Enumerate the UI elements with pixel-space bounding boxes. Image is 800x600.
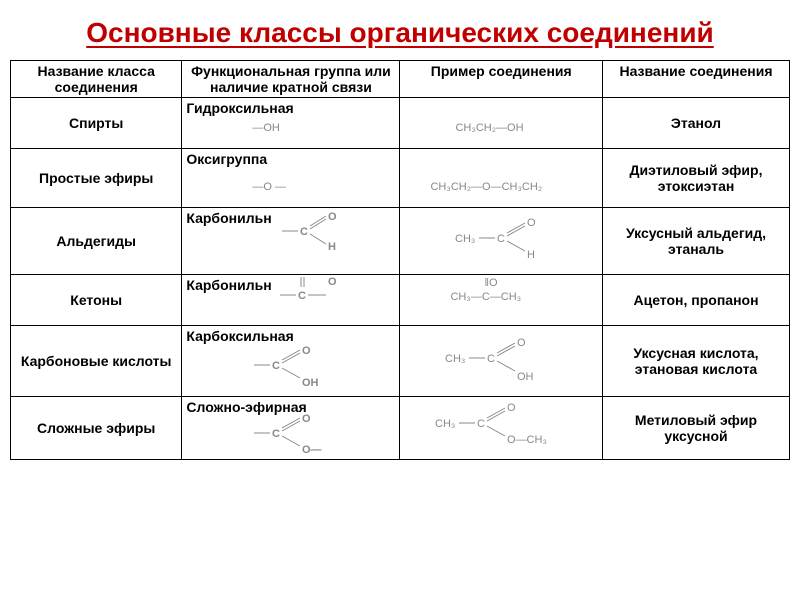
table-header-row: Название класса соединения Функциональна…	[11, 60, 790, 97]
svg-text:H: H	[328, 241, 336, 253]
svg-text:O—CH₃: O—CH₃	[507, 434, 547, 446]
svg-text:O: O	[302, 345, 311, 357]
functional-group-structure-icon: C O H	[280, 208, 340, 254]
svg-text:OH: OH	[517, 371, 534, 383]
compound-name-cell: Диэтиловый эфир, этоксиэтан	[603, 148, 790, 207]
functional-group-label: Карбонильн	[186, 277, 271, 293]
table-row: КетоныКарбонильнCOCH₃—C—CH₃‖OАцетон, про…	[11, 274, 790, 325]
example-formula: CH₃CH₂—O—CH₃CH₂	[430, 181, 542, 193]
compound-name-cell: Метиловый эфир уксусной	[603, 396, 790, 459]
compound-name-cell: Уксусная кислота, этановая кислота	[603, 325, 790, 396]
example-structure-icon: CH₃ C O H	[455, 214, 575, 264]
svg-text:O: O	[328, 211, 337, 223]
table-row: Сложные эфирыСложно-эфирнаяCOO—CH₃COO—CH…	[11, 396, 790, 459]
class-name-cell: Сложные эфиры	[11, 396, 182, 459]
organic-classes-table: Название класса соединения Функциональна…	[10, 60, 790, 460]
svg-text:CH₃: CH₃	[435, 418, 455, 430]
svg-text:O: O	[328, 276, 337, 288]
example-cell: CH₃ C O O—CH₃	[400, 396, 603, 459]
class-name-cell: Карбоновые кислоты	[11, 325, 182, 396]
example-structure-icon: CH₃ C O OH	[445, 332, 575, 386]
header-functional-group: Функциональная группа или наличие кратно…	[182, 60, 400, 97]
table-row: СпиртыГидроксильная —OH CH₃CH₂—OH Этанол	[11, 97, 790, 148]
functional-group-cell: Карбонильн C O H	[182, 207, 400, 274]
class-name-cell: Кетоны	[11, 274, 182, 325]
functional-group-formula: —O —	[252, 181, 286, 193]
functional-group-cell: КарбонильнCO	[182, 274, 400, 325]
svg-text:C: C	[477, 418, 485, 430]
class-name-cell: Спирты	[11, 97, 182, 148]
functional-group-structure-icon: C O OH	[252, 340, 332, 390]
example-formula: CH₃CH₂—OH	[455, 122, 523, 134]
svg-text:CH₃: CH₃	[445, 353, 465, 365]
svg-text:H: H	[527, 249, 535, 261]
page-title: Основные классы органических соединений	[10, 16, 790, 50]
svg-text:O: O	[302, 413, 311, 425]
svg-text:CH₃: CH₃	[455, 233, 475, 245]
header-compound-name: Название соединения	[603, 60, 790, 97]
svg-text:C: C	[497, 233, 505, 245]
class-name-cell: Простые эфиры	[11, 148, 182, 207]
functional-group-label: Карбонильн	[186, 210, 271, 226]
svg-text:C: C	[487, 353, 495, 365]
svg-text:O: O	[517, 337, 526, 349]
example-cell: CH₃—C—CH₃ ‖O	[400, 274, 603, 325]
functional-group-label: Оксигруппа	[186, 151, 267, 167]
svg-text:C: C	[298, 290, 306, 302]
svg-text:C: C	[272, 428, 280, 440]
example-formula: CH₃—C—CH₃	[450, 291, 521, 303]
functional-group-cell: КарбоксильнаяCOOH	[182, 325, 400, 396]
compound-name-cell: Ацетон, пропанон	[603, 274, 790, 325]
svg-text:O: O	[527, 217, 536, 229]
svg-text:C: C	[300, 226, 308, 238]
class-name-cell: Альдегиды	[11, 207, 182, 274]
functional-group-cell: Сложно-эфирнаяCOO—	[182, 396, 400, 459]
functional-group-cell: Оксигруппа —O —	[182, 148, 400, 207]
example-cell: CH₃ C O OH	[400, 325, 603, 396]
table-row: АльдегидыКарбонильн C O H CH₃ C O H Уксусный аль…	[11, 207, 790, 274]
functional-group-label: Гидроксильная	[186, 100, 293, 116]
header-class-name: Название класса соединения	[11, 60, 182, 97]
compound-name-cell: Уксусный альдегид, этаналь	[603, 207, 790, 274]
functional-group-formula: —OH	[252, 122, 280, 134]
example-cell: CH₃CH₂—OH	[400, 97, 603, 148]
svg-text:C: C	[272, 360, 280, 372]
svg-text:OH: OH	[302, 377, 319, 389]
functional-group-structure-icon: CO	[278, 275, 348, 315]
functional-group-structure-icon: C O O—	[252, 411, 342, 455]
example-cell: CH₃CH₂—O—CH₃CH₂	[400, 148, 603, 207]
svg-text:O: O	[507, 402, 516, 414]
compound-name-cell: Этанол	[603, 97, 790, 148]
header-example: Пример соединения	[400, 60, 603, 97]
svg-text:O—: O—	[302, 444, 322, 455]
functional-group-cell: Гидроксильная —OH	[182, 97, 400, 148]
example-cell: CH₃ C O H	[400, 207, 603, 274]
example-structure-icon: CH₃ C O O—CH₃	[435, 399, 585, 449]
table-row: Простые эфирыОксигруппа —O — CH₃CH₂—O—CH₃C…	[11, 148, 790, 207]
table-row: Карбоновые кислотыКарбоксильнаяCOOHCH₃CO…	[11, 325, 790, 396]
example-formula-extra: ‖O	[484, 277, 497, 289]
